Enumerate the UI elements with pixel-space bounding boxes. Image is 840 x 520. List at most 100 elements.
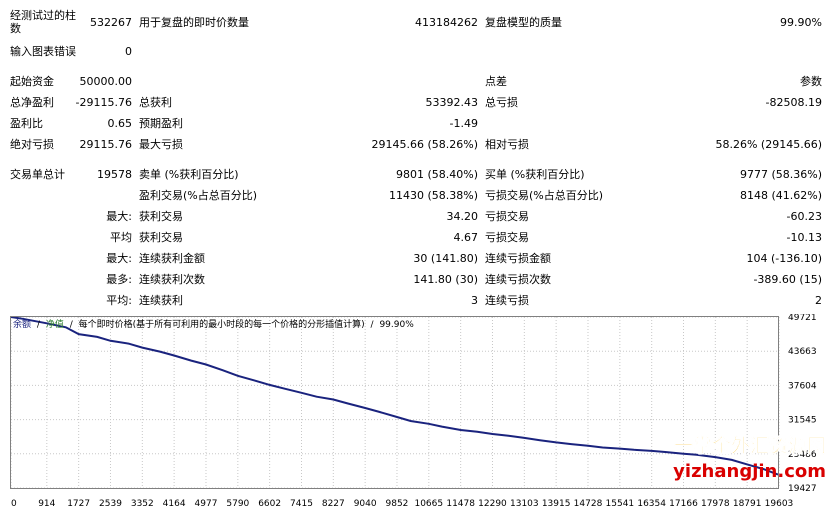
x-tick-label: 9040 — [354, 499, 377, 509]
y-tick-label: 25486 — [788, 450, 817, 460]
expected-payoff-label: 预期盈利 — [139, 117, 183, 130]
profit-trades-value: 11430 (58.38%) — [388, 189, 478, 202]
expected-payoff-value: -1.49 — [449, 117, 478, 130]
y-tick-label: 19427 — [788, 484, 817, 494]
x-tick-label: 8227 — [322, 499, 345, 509]
bars-tested-label: 经测试过的柱数 — [10, 9, 76, 35]
largest-profit-label: 获利交易 — [139, 210, 183, 223]
largest-loss-value: -60.23 — [786, 210, 822, 223]
x-tick-label: 914 — [38, 499, 55, 509]
maximal-consecutive-profit-label: 连续获利次数 — [139, 273, 205, 286]
x-tick-label: 16354 — [637, 499, 666, 509]
profit-factor-label: 盈利比 — [10, 117, 43, 130]
average-consecutive-wins-label: 连续获利 — [139, 294, 183, 307]
x-tick-label: 18791 — [733, 499, 762, 509]
maximal-consecutive-profit-value: 141.80 (30) — [413, 273, 478, 286]
maximum-prefix: 最大: — [106, 252, 132, 265]
svg-text:余额 / 净值 /: 余额 / 净值 / 每个即时价格(基于所有可利用的最小时段的每一个价格的分形插值… — [13, 318, 414, 330]
spread-value: 参数 — [800, 75, 822, 88]
x-tick-label: 11478 — [446, 499, 475, 509]
x-tick-label: 5790 — [226, 499, 249, 509]
maximal-prefix: 最多: — [106, 273, 132, 286]
x-tick-label: 15541 — [606, 499, 635, 509]
maximal-drawdown-label: 最大亏损 — [139, 138, 183, 151]
y-tick-label: 43663 — [788, 347, 817, 357]
relative-drawdown-label: 相对亏损 — [485, 138, 529, 151]
x-tick-label: 10665 — [414, 499, 443, 509]
average-prefix: 平均 — [110, 231, 132, 244]
maximal-drawdown-value: 29145.66 (58.26%) — [371, 138, 478, 151]
average-loss-label: 亏损交易 — [485, 231, 529, 244]
x-tick-label: 2539 — [99, 499, 122, 509]
x-tick-label: 9852 — [386, 499, 409, 509]
net-profit-value: -29115.76 — [75, 96, 132, 109]
watermark-url: yizhangjin.com — [673, 461, 826, 482]
profit-factor-value: 0.65 — [107, 117, 133, 130]
mismatch-errors-label: 输入图表错误 — [10, 45, 76, 58]
x-axis-ticks: 0 914 1727 2539 3352 4164 4977 5790 6602 7415 8227… — [11, 499, 793, 509]
largest-prefix: 最大: — [106, 210, 132, 223]
x-tick-label: 19603 — [765, 499, 794, 509]
average-consecutive-losses-value: 2 — [815, 294, 822, 307]
balance-line — [10, 316, 779, 476]
short-positions-label: 卖单 (%获利百分比) — [139, 168, 239, 181]
absolute-drawdown-value: 29115.76 — [79, 138, 133, 151]
max-consecutive-losses-label: 连续亏损金额 — [485, 252, 551, 265]
legend-method-text: 每个即时价格(基于所有可利用的最小时段的每一个价格的分形插值计算) — [79, 318, 365, 330]
long-positions-label: 买单 (%获利百分比) — [485, 168, 585, 181]
legend-balance-label: 余额 — [13, 318, 31, 330]
legend-equity-label: 净值 — [46, 318, 64, 330]
y-tick-label: 49721 — [788, 314, 817, 323]
largest-profit-value: 34.20 — [446, 210, 479, 223]
legend-separator-2: / — [70, 320, 74, 330]
legend-separator-3: / — [371, 320, 375, 330]
largest-loss-label: 亏损交易 — [485, 210, 529, 223]
ticks-modelled-value: 413184262 — [415, 16, 478, 29]
max-consecutive-wins-label: 连续获利金额 — [139, 252, 205, 265]
maximal-consecutive-loss-value: -389.60 (15) — [753, 273, 822, 286]
y-tick-label: 31545 — [788, 416, 817, 426]
profit-trades-label: 盈利交易(%占总百分比) — [139, 189, 258, 202]
maximal-consecutive-loss-label: 连续亏损次数 — [485, 273, 551, 286]
initial-deposit-value: 50000.00 — [79, 75, 133, 88]
modelling-quality-value: 99.90% — [780, 16, 822, 29]
absolute-drawdown-label: 绝对亏损 — [10, 138, 54, 151]
max-consecutive-losses-value: 104 (-136.10) — [746, 252, 822, 265]
x-tick-label: 1727 — [67, 499, 90, 509]
loss-trades-label: 亏损交易(%占总百分比) — [485, 189, 604, 202]
x-tick-label: 6602 — [258, 499, 281, 509]
y-tick-label: 37604 — [788, 381, 817, 391]
average-profit-label: 获利交易 — [139, 231, 183, 244]
x-tick-label: 12290 — [478, 499, 507, 509]
relative-drawdown-value: 58.26% (29145.66) — [715, 138, 822, 151]
modelling-quality-label: 复盘模型的质量 — [485, 16, 562, 29]
watermark-cn: 一掌金外汇资源网 — [674, 434, 826, 457]
x-tick-label: 13103 — [510, 499, 539, 509]
total-trades-label: 交易单总计 — [10, 168, 65, 181]
loss-trades-value: 8148 (41.62%) — [739, 189, 822, 202]
x-tick-label: 4977 — [195, 499, 218, 509]
average-profit-value: 4.67 — [453, 231, 479, 244]
legend-separator: / — [37, 320, 41, 330]
gross-loss-label: 总亏损 — [485, 96, 518, 109]
long-positions-value: 9777 (58.36%) — [739, 168, 822, 181]
x-tick-label: 14728 — [574, 499, 603, 509]
net-profit-label: 总净盈利 — [10, 96, 54, 109]
x-tick-label: 3352 — [131, 499, 154, 509]
balance-chart: 0 914 1727 2539 3352 4164 4977 5790 6602 7415 8227… — [8, 313, 834, 517]
plot-frame — [10, 316, 779, 489]
initial-deposit-label: 起始资金 — [10, 75, 54, 88]
mismatch-errors-value: 0 — [125, 45, 132, 58]
report-stats: 经测试过的柱数 532267 用于复盘的即时价数量 413184262 复盘模型… — [10, 9, 822, 307]
max-consecutive-wins-value: 30 (141.80) — [413, 252, 478, 265]
spread-label: 点差 — [485, 75, 507, 88]
x-tick-label: 7415 — [290, 499, 313, 509]
ticks-modelled-label: 用于复盘的即时价数量 — [139, 16, 249, 29]
total-trades-value: 19578 — [97, 168, 132, 181]
gross-loss-value: -82508.19 — [765, 96, 822, 109]
x-tick-label: 0 — [11, 499, 17, 509]
average-consecutive-losses-label: 连续亏损 — [485, 294, 529, 307]
average-loss-value: -10.13 — [786, 231, 822, 244]
average-consecutive-prefix: 平均: — [106, 294, 132, 307]
gross-profit-label: 总获利 — [139, 96, 172, 109]
